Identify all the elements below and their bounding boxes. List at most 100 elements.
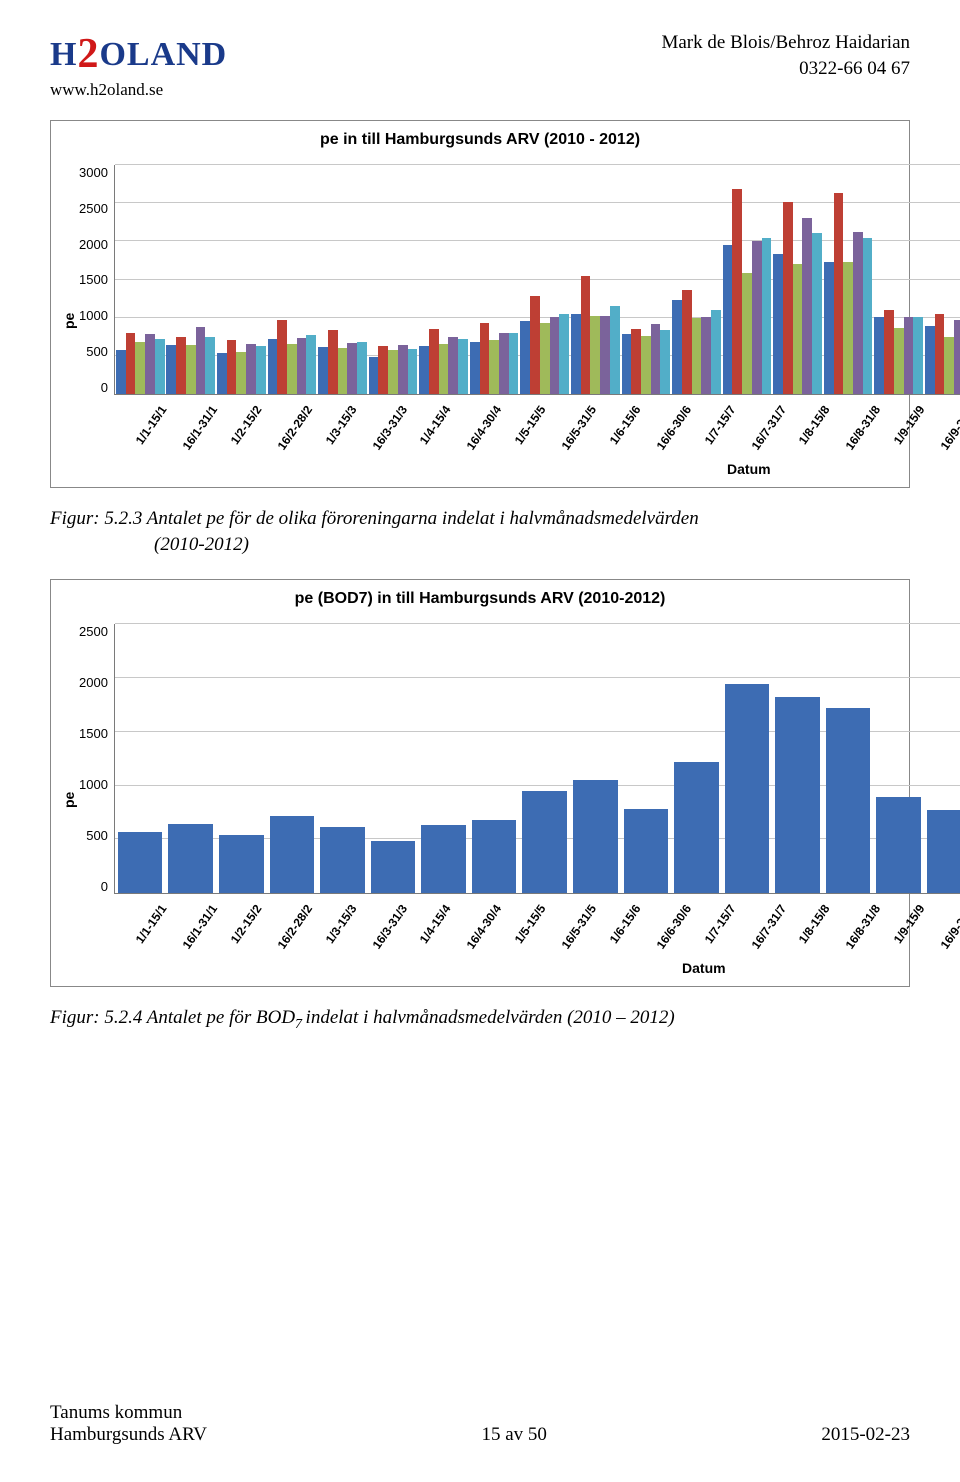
bar-group — [418, 329, 469, 394]
bar — [448, 337, 458, 395]
chart-1-yticks: 300025002000150010005000 — [79, 165, 114, 395]
bar — [600, 316, 610, 394]
bar — [672, 300, 682, 394]
chart-2-plot — [114, 624, 960, 894]
website-url: www.h2oland.se — [50, 80, 227, 100]
y-tick: 2500 — [79, 624, 108, 639]
bar — [624, 809, 669, 893]
bar — [421, 825, 466, 893]
bar — [540, 323, 550, 394]
bar — [219, 835, 264, 893]
bar — [711, 310, 721, 394]
bar-group — [317, 827, 368, 893]
logo-suffix: OLAND — [99, 36, 227, 73]
x-tick: 16/4-30/4 — [464, 902, 505, 952]
chart-1-frame: pe in till Hamburgsunds ARV (2010 - 2012… — [50, 120, 910, 488]
x-tick: 16/9-30/9 — [938, 902, 960, 952]
bar — [853, 232, 863, 394]
bar — [520, 321, 530, 394]
footer-date: 2015-02-23 — [821, 1424, 910, 1446]
bar — [944, 337, 954, 395]
bar — [725, 684, 770, 894]
bar — [126, 333, 136, 394]
y-tick: 500 — [79, 828, 108, 843]
bar — [176, 337, 186, 394]
bar-group — [924, 810, 960, 893]
x-tick: 1/9-15/9 — [891, 403, 928, 447]
bar — [236, 352, 246, 394]
y-tick: 2000 — [79, 237, 108, 252]
y-tick: 1500 — [79, 726, 108, 741]
y-tick: 3000 — [79, 165, 108, 180]
bar — [812, 233, 822, 394]
footer-right: 2015-02-23 — [821, 1402, 910, 1446]
chart-2-bars — [115, 624, 960, 893]
caption-2b: indelat i halvmånadsmedelvärden (2010 – … — [306, 1007, 675, 1028]
logo-block: H2OLAND www.h2oland.se — [50, 30, 227, 100]
bar — [116, 350, 126, 394]
bar — [186, 345, 196, 394]
x-tick: 16/5-31/5 — [559, 403, 600, 453]
chart-1-bars — [115, 165, 960, 394]
x-tick: 16/3-31/3 — [369, 902, 410, 952]
bar-group — [469, 323, 520, 394]
bar — [863, 238, 873, 394]
bar — [246, 344, 256, 394]
bar — [408, 349, 418, 394]
x-tick: 1/4-15/4 — [417, 902, 454, 946]
footer-org: Tanums kommun — [50, 1402, 207, 1424]
bar — [874, 317, 884, 394]
bar — [550, 317, 560, 394]
chart-2-xticks: 1/1-15/116/1-31/11/2-15/216/2-28/21/3-15… — [114, 894, 960, 908]
bar — [843, 262, 853, 394]
bar — [256, 346, 266, 394]
logo-prefix: H — [50, 36, 77, 73]
bar — [925, 326, 935, 394]
bar — [268, 339, 278, 394]
bar — [388, 350, 398, 394]
footer-page: 15 av 50 — [481, 1424, 546, 1446]
chart-1-ylabel: pe — [59, 165, 79, 477]
bar-group — [873, 797, 924, 893]
authors: Mark de Blois/Behroz Haidarian — [661, 30, 910, 56]
bar — [802, 218, 812, 394]
bar — [571, 314, 581, 395]
bar — [701, 317, 711, 394]
bar — [227, 340, 237, 394]
bar-group — [216, 835, 267, 893]
bar-group — [621, 809, 672, 893]
bar — [876, 797, 921, 893]
y-tick: 2500 — [79, 201, 108, 216]
bar — [559, 314, 569, 394]
bar — [155, 339, 165, 394]
bar — [935, 314, 945, 395]
bar — [723, 245, 733, 394]
x-tick: 1/5-15/5 — [512, 902, 549, 946]
y-tick: 1000 — [79, 308, 108, 323]
bar — [429, 329, 439, 394]
x-tick: 1/3-15/3 — [322, 403, 359, 447]
bar — [166, 345, 176, 394]
x-tick: 16/1-31/1 — [180, 902, 221, 952]
x-tick: 1/2-15/2 — [228, 902, 265, 946]
bar — [783, 202, 793, 394]
y-tick: 500 — [79, 344, 108, 359]
bar-group — [115, 832, 166, 894]
y-tick: 1000 — [79, 777, 108, 792]
bar — [196, 327, 206, 394]
bar — [573, 780, 618, 893]
bar — [904, 317, 914, 394]
bar — [318, 347, 328, 394]
y-tick: 2000 — [79, 675, 108, 690]
caption-1-line1: Figur: 5.2.3 Antalet pe för de olika för… — [50, 508, 699, 529]
bar — [287, 344, 297, 394]
bar — [168, 824, 213, 893]
bar — [682, 290, 692, 394]
x-tick: 16/5-31/5 — [559, 902, 600, 952]
y-tick: 0 — [79, 380, 108, 395]
bar-group — [165, 824, 216, 893]
x-tick: 16/8-31/8 — [843, 403, 884, 453]
bar-group — [519, 791, 570, 894]
bar — [651, 324, 661, 394]
bar-group — [772, 202, 823, 394]
